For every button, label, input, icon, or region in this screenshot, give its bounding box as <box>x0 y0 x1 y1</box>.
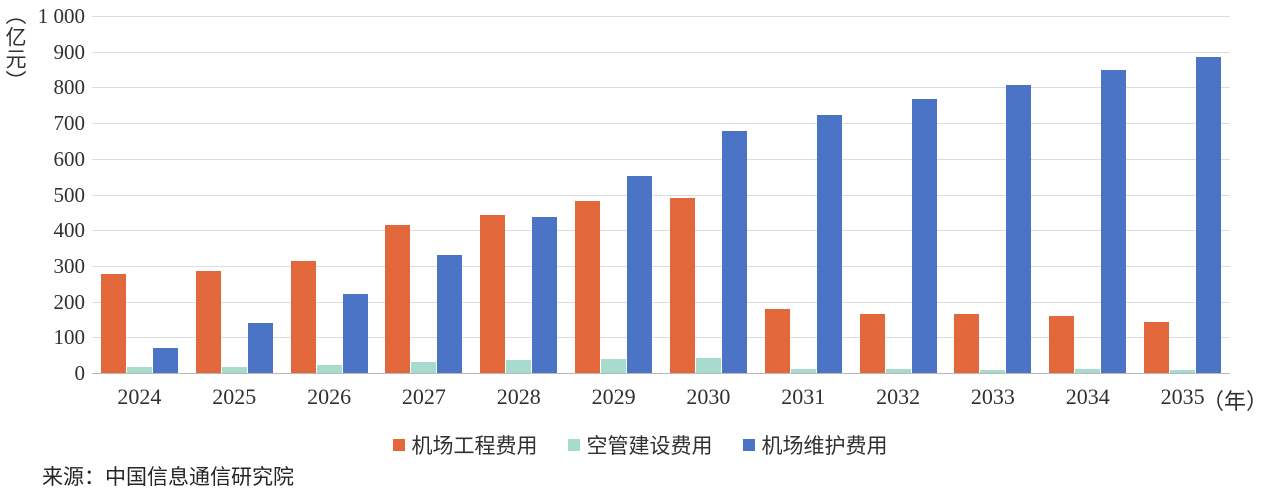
gridline <box>92 123 1230 125</box>
y-tick-label: 200 <box>53 289 86 314</box>
bar-series2-2028 <box>532 216 558 373</box>
bar-group-2030 <box>661 16 756 373</box>
y-tick-label: 900 <box>53 39 86 64</box>
x-tick-label: 2035 <box>1160 384 1205 409</box>
bar-group-2032 <box>851 16 946 373</box>
bar-group-2025 <box>187 16 282 373</box>
bar-series1-2035 <box>1170 370 1196 373</box>
bar-group-2034 <box>1040 16 1135 373</box>
bar-series2-2030 <box>721 130 747 373</box>
bar-series2-2024 <box>152 348 178 373</box>
bar-series1-2028 <box>506 360 532 373</box>
bar-series1-2033 <box>980 370 1006 373</box>
bar-group-2029 <box>566 16 661 373</box>
bar-series2-2027 <box>437 255 463 373</box>
x-tick-label: 2024 <box>117 384 162 409</box>
gridline <box>92 265 1230 267</box>
x-tick-label: 2028 <box>496 384 541 409</box>
y-tick-label: 400 <box>53 218 86 243</box>
x-tick-label: 2031 <box>781 384 826 409</box>
gridline <box>92 337 1230 339</box>
y-tick-label: 100 <box>53 325 86 350</box>
legend-swatch-icon <box>567 439 580 451</box>
bar-group-2027 <box>377 16 472 373</box>
legend-label: 空管建设费用 <box>586 434 713 458</box>
bar-series0-2028 <box>480 214 506 373</box>
y-tick-label: 800 <box>53 75 86 100</box>
gridline <box>92 87 1230 89</box>
x-axis-unit-label: （年） <box>1202 389 1269 414</box>
plot-area <box>92 16 1230 374</box>
bar-series1-2025 <box>221 366 247 373</box>
bar-series0-2030 <box>669 197 695 373</box>
gridline <box>92 230 1230 232</box>
x-tick-label: 2029 <box>591 384 636 409</box>
gridline <box>92 51 1230 53</box>
bar-group-2028 <box>471 16 566 373</box>
bar-group-2026 <box>282 16 377 373</box>
bar-group-2024 <box>92 16 187 373</box>
bar-series2-2035 <box>1196 57 1222 373</box>
bar-series0-2033 <box>954 314 980 373</box>
legend-label: 机场维护费用 <box>761 434 888 458</box>
x-tick-label: 2025 <box>212 384 257 409</box>
legend-swatch-icon <box>742 439 755 451</box>
bar-series1-2029 <box>601 358 627 373</box>
bar-series0-2035 <box>1144 322 1170 373</box>
bar-group-2035 <box>1135 16 1230 373</box>
bar-series2-2026 <box>342 294 368 373</box>
bar-series1-2027 <box>411 361 437 373</box>
bar-series0-2024 <box>100 274 126 373</box>
x-tick-label: 2026 <box>307 384 352 409</box>
bar-series0-2027 <box>385 224 411 373</box>
legend-item-1: 空管建设费用 <box>567 430 713 460</box>
y-tick-label: 1 000 <box>37 4 85 28</box>
gridline <box>92 301 1230 303</box>
x-tick-label: 2033 <box>970 384 1015 409</box>
bar-series2-2032 <box>911 98 937 373</box>
gridline <box>92 158 1230 160</box>
y-tick-label: 0 <box>74 361 86 385</box>
x-tick-label: 2034 <box>1065 384 1110 409</box>
bar-series0-2034 <box>1049 315 1075 373</box>
y-tick-label: 600 <box>53 146 86 171</box>
bar-series1-2034 <box>1075 369 1101 373</box>
bar-series2-2029 <box>627 175 653 373</box>
bar-series1-2032 <box>885 369 911 373</box>
legend: 机场工程费用 空管建设费用 机场维护费用 <box>0 430 1280 460</box>
bar-series1-2026 <box>316 365 342 373</box>
bar-series0-2031 <box>764 308 790 373</box>
x-tick-label: 2027 <box>401 384 446 409</box>
bar-series0-2025 <box>195 271 221 373</box>
bar-series2-2025 <box>247 323 273 373</box>
bar-series0-2032 <box>859 314 885 373</box>
bar-series1-2030 <box>695 358 721 373</box>
bar-series0-2029 <box>575 200 601 373</box>
legend-label: 机场工程费用 <box>411 434 538 458</box>
bar-series2-2034 <box>1101 70 1127 373</box>
y-axis-unit-label: （亿元） <box>3 4 27 92</box>
bar-series2-2033 <box>1006 85 1032 373</box>
bar-group-2033 <box>946 16 1041 373</box>
gridline <box>92 16 1230 17</box>
bar-series1-2024 <box>126 366 152 373</box>
bar-series0-2026 <box>290 261 316 373</box>
y-tick-label: 700 <box>53 111 86 136</box>
bar-series2-2031 <box>816 114 842 373</box>
gridline <box>92 194 1230 196</box>
x-tick-label: 2032 <box>876 384 921 409</box>
source-text: 来源：中国信息通信研究院 <box>42 465 294 489</box>
legend-swatch-icon <box>392 439 405 451</box>
legend-item-0: 机场工程费用 <box>392 430 538 460</box>
y-tick-label: 300 <box>53 253 86 278</box>
y-tick-label: 500 <box>53 182 86 207</box>
legend-item-2: 机场维护费用 <box>742 430 888 460</box>
x-axis-line <box>92 373 1230 374</box>
bar-series1-2031 <box>790 368 816 373</box>
x-tick-label: 2030 <box>686 384 731 409</box>
bar-group-2031 <box>756 16 851 373</box>
